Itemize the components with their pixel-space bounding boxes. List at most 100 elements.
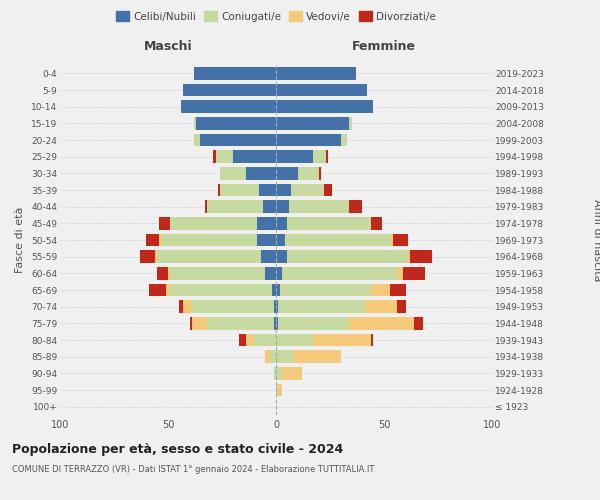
Bar <box>274 317 276 330</box>
Bar <box>157 250 261 263</box>
Bar <box>276 250 287 263</box>
Bar <box>371 217 382 230</box>
Bar <box>220 167 246 179</box>
Bar <box>246 334 254 346</box>
Bar <box>276 184 291 196</box>
Bar <box>278 317 349 330</box>
Bar <box>287 250 408 263</box>
Bar <box>276 84 367 96</box>
Bar <box>326 150 328 163</box>
Bar <box>259 184 276 196</box>
Bar <box>323 184 332 196</box>
Bar <box>183 300 192 313</box>
Bar <box>149 284 166 296</box>
Text: Maschi: Maschi <box>143 40 193 54</box>
Bar <box>194 67 276 80</box>
Bar <box>276 167 298 179</box>
Bar <box>319 167 322 179</box>
Bar <box>200 134 276 146</box>
Bar <box>207 200 263 213</box>
Bar <box>265 350 269 363</box>
Bar <box>179 300 183 313</box>
Bar <box>160 234 161 246</box>
Bar <box>220 184 259 196</box>
Bar <box>257 217 276 230</box>
Bar <box>166 284 170 296</box>
Bar <box>157 267 168 280</box>
Bar <box>298 167 319 179</box>
Bar <box>261 250 276 263</box>
Bar <box>391 284 406 296</box>
Bar <box>155 250 157 263</box>
Bar <box>254 334 276 346</box>
Bar <box>371 334 373 346</box>
Bar <box>276 117 349 130</box>
Bar <box>269 350 276 363</box>
Bar <box>289 200 349 213</box>
Text: Popolazione per età, sesso e stato civile - 2024: Popolazione per età, sesso e stato civil… <box>12 442 343 456</box>
Bar <box>160 217 170 230</box>
Bar <box>196 117 276 130</box>
Bar <box>276 67 356 80</box>
Bar <box>341 134 347 146</box>
Bar <box>274 300 276 313</box>
Bar <box>293 350 341 363</box>
Bar <box>274 367 276 380</box>
Bar <box>280 284 371 296</box>
Text: Anni di nascita: Anni di nascita <box>592 198 600 281</box>
Bar <box>283 367 302 380</box>
Bar <box>263 200 276 213</box>
Bar <box>276 284 280 296</box>
Bar <box>170 267 265 280</box>
Bar <box>170 284 272 296</box>
Bar <box>276 217 287 230</box>
Text: Femmine: Femmine <box>352 40 416 54</box>
Bar <box>278 384 283 396</box>
Bar <box>246 167 276 179</box>
Bar <box>276 384 278 396</box>
Bar <box>283 267 397 280</box>
Bar <box>276 350 293 363</box>
Bar <box>205 200 207 213</box>
Bar <box>365 300 397 313</box>
Bar <box>392 234 408 246</box>
Bar <box>276 334 313 346</box>
Bar <box>192 317 207 330</box>
Bar <box>207 317 274 330</box>
Bar <box>349 200 362 213</box>
Bar <box>414 317 423 330</box>
Bar <box>215 150 233 163</box>
Bar <box>278 300 365 313</box>
Bar <box>140 250 155 263</box>
Bar <box>276 134 341 146</box>
Bar <box>313 334 371 346</box>
Bar <box>168 267 170 280</box>
Bar <box>349 117 352 130</box>
Bar <box>276 367 283 380</box>
Bar <box>410 250 431 263</box>
Bar <box>391 234 392 246</box>
Bar <box>371 284 391 296</box>
Bar <box>276 150 313 163</box>
Bar <box>276 234 284 246</box>
Bar <box>265 267 276 280</box>
Bar <box>183 84 276 96</box>
Bar <box>194 134 200 146</box>
Bar <box>313 150 326 163</box>
Bar <box>276 100 373 113</box>
Bar <box>276 200 289 213</box>
Bar <box>408 250 410 263</box>
Text: COMUNE DI TERRAZZO (VR) - Dati ISTAT 1° gennaio 2024 - Elaborazione TUTTITALIA.I: COMUNE DI TERRAZZO (VR) - Dati ISTAT 1° … <box>12 465 374 474</box>
Bar <box>181 100 276 113</box>
Bar <box>403 267 425 280</box>
Y-axis label: Fasce di età: Fasce di età <box>16 207 25 273</box>
Bar <box>146 234 160 246</box>
Bar <box>276 267 283 280</box>
Bar <box>190 317 192 330</box>
Bar <box>397 267 403 280</box>
Bar <box>291 184 323 196</box>
Bar <box>257 234 276 246</box>
Bar <box>239 334 246 346</box>
Bar <box>218 184 220 196</box>
Bar <box>233 150 276 163</box>
